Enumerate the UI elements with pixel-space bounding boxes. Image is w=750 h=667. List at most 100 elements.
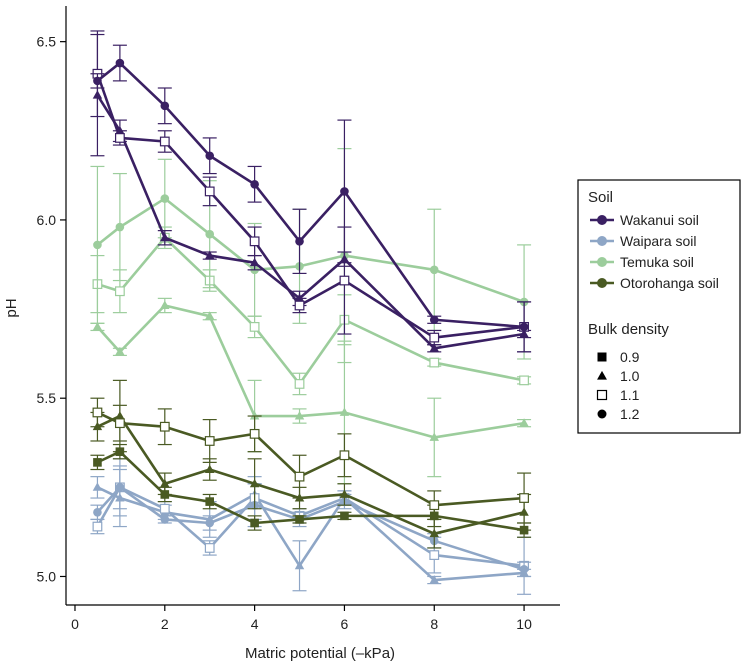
data-point: [114, 133, 125, 143]
data-point: [250, 179, 259, 189]
y-axis-label: pH: [3, 298, 20, 317]
data-point: [159, 421, 170, 432]
data-point: [519, 565, 529, 574]
data-point: [92, 482, 103, 491]
legend-marker: [597, 278, 607, 288]
data-point: [205, 151, 215, 161]
data-point: [429, 332, 440, 343]
legend-label: Wakanui soil: [620, 212, 699, 228]
data-point: [93, 240, 102, 250]
legend-item-wakanui-soil: Wakanui soil: [590, 212, 699, 228]
series-wakanui-soil-1.1: [90, 30, 532, 353]
data-point: [295, 237, 304, 246]
data-point: [295, 515, 304, 524]
data-point: [160, 101, 170, 111]
data-point: [204, 186, 215, 197]
series-temuka-soil-1.0: [90, 297, 532, 485]
legend-item-density-0.9: 0.9: [597, 349, 640, 365]
data-point: [249, 257, 260, 267]
data-point: [519, 375, 529, 386]
x-tick-label: 2: [161, 616, 169, 632]
series-otorohanga-soil-1.1: [90, 397, 532, 524]
data-point: [519, 418, 529, 427]
data-point: [92, 321, 103, 331]
data-point: [294, 300, 305, 311]
data-point: [114, 418, 125, 429]
series-wakanui-soil-1.2: [90, 44, 532, 353]
data-point: [429, 315, 439, 325]
data-point: [294, 560, 305, 570]
legend-marker: [597, 257, 607, 267]
y-tick-label: 6.5: [37, 34, 57, 50]
x-tick-label: 0: [71, 616, 79, 632]
x-tick-label: 10: [516, 616, 532, 632]
x-tick-label: 6: [341, 616, 349, 632]
data-point: [160, 478, 170, 488]
data-point: [519, 493, 529, 503]
legend-item-waipara-soil: Waipara soil: [590, 233, 697, 249]
data-point: [340, 187, 349, 196]
data-point: [429, 550, 440, 560]
data-point: [294, 379, 305, 389]
x-tick-label: 4: [251, 616, 259, 632]
data-point: [204, 543, 215, 553]
data-point: [249, 478, 260, 488]
data-point: [160, 300, 170, 309]
series-otorohanga-soil-1.0: [90, 379, 532, 549]
legend-label: Waipara soil: [620, 233, 697, 249]
legend-density-entries: 0.9 1.0 1.1 1.2: [596, 349, 640, 422]
legend-item-density-1.0: 1.0: [597, 368, 640, 384]
legend-item-otorohanga-soil: Otorohanga soil: [590, 275, 719, 291]
data-point: [429, 528, 439, 538]
data-point: [205, 497, 215, 506]
data-point: [92, 521, 103, 532]
data-point: [294, 471, 305, 482]
data-point: [249, 411, 260, 420]
data-point: [160, 515, 170, 524]
series-wakanui-soil-1.0: [90, 33, 532, 353]
data-point: [204, 464, 215, 473]
data-point: [115, 222, 125, 232]
legend-soil-entries: Wakanui soil Waipara soil Temuka soil Otoro…: [590, 212, 719, 291]
data-point: [93, 507, 102, 517]
data-point: [429, 357, 440, 368]
plot-area: [90, 30, 532, 595]
legend: Soil Wakanui soil Waipara soil Temuka soil…: [577, 179, 741, 434]
y-tick-label: 6.0: [37, 212, 57, 228]
data-point: [93, 76, 102, 86]
series-temuka-soil-1.1: [90, 226, 532, 396]
legend-label: Otorohanga soil: [620, 275, 719, 291]
data-point: [249, 321, 260, 332]
data-point: [249, 236, 260, 247]
data-point: [339, 450, 350, 461]
data-point: [114, 286, 125, 297]
data-point: [205, 229, 215, 239]
y-tick-label: 5.5: [37, 390, 57, 406]
legend-item-density-1.1: 1.1: [596, 387, 640, 403]
series-line: [96, 304, 525, 439]
data-point: [204, 250, 215, 260]
data-point: [204, 311, 215, 320]
data-point: [205, 518, 215, 528]
data-point: [339, 407, 350, 416]
data-point: [93, 458, 102, 467]
data-point: [204, 436, 215, 446]
data-point: [429, 500, 440, 511]
legend-marker: [597, 409, 607, 419]
legend-marker: [597, 215, 607, 225]
legend-label: 0.9: [620, 349, 640, 365]
legend-label: 1.1: [620, 387, 640, 403]
data-point: [429, 343, 439, 352]
data-point: [115, 483, 125, 492]
axes: 0 2 4 6 8 10 5.0 5.5 6.0 6.5: [37, 6, 560, 632]
series-line: [96, 197, 525, 304]
legend-density-title: Bulk density: [588, 321, 669, 338]
legend-item-density-1.2: 1.2: [597, 406, 640, 422]
series-line: [97, 236, 525, 386]
series-temuka-soil-1.2: [90, 148, 532, 364]
x-tick-label: 8: [430, 616, 438, 632]
data-point: [250, 518, 259, 528]
data-point: [115, 346, 125, 356]
data-point: [519, 322, 529, 332]
